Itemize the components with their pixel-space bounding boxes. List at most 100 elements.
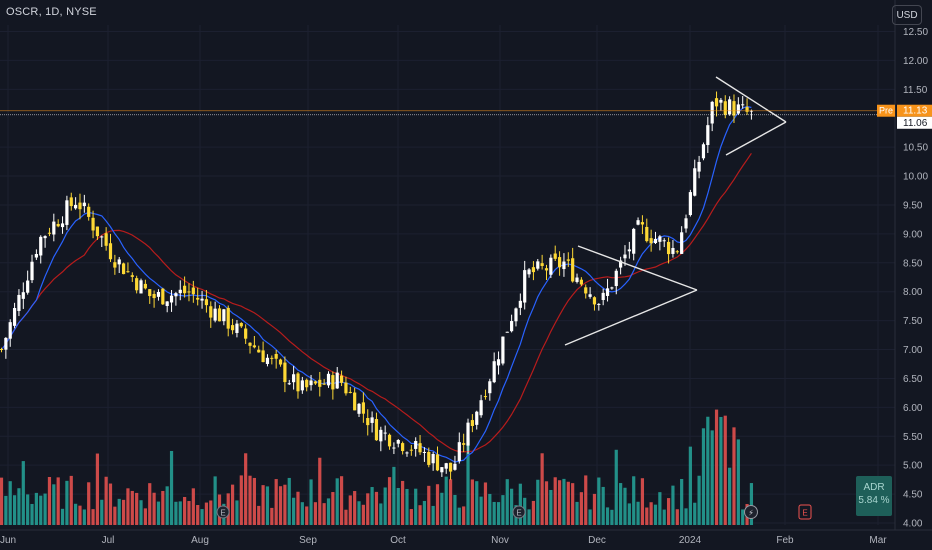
volume-bar xyxy=(12,495,17,525)
volume-bar xyxy=(640,478,645,525)
candle-body xyxy=(8,322,12,339)
candle-body xyxy=(488,381,492,394)
candle-body xyxy=(104,233,108,246)
candle-body xyxy=(453,463,457,470)
candle-body xyxy=(379,429,383,442)
candle-body xyxy=(60,223,65,228)
candle-body xyxy=(200,298,204,301)
candle-body xyxy=(191,287,195,295)
candle-body xyxy=(562,261,566,270)
volume-bar xyxy=(666,498,671,525)
time-axis-label: Dec xyxy=(588,535,606,546)
volume-bar xyxy=(553,477,557,525)
fast-ma-line xyxy=(1,105,752,463)
upcoming-earnings-label: E xyxy=(802,509,807,518)
candle-body xyxy=(91,217,95,231)
candle-body xyxy=(87,206,91,217)
candle-body xyxy=(466,422,470,446)
volume-bar xyxy=(623,487,627,525)
candle-body xyxy=(100,236,104,238)
candle-body xyxy=(444,463,448,469)
candle-body xyxy=(527,269,531,275)
volume-bar xyxy=(675,509,679,525)
candle-body xyxy=(300,380,304,391)
volume-bar xyxy=(374,491,379,525)
triangle-trendline xyxy=(564,289,698,346)
volume-bar xyxy=(178,501,182,525)
volume-bar xyxy=(728,467,732,525)
volume-bar xyxy=(39,495,43,525)
volume-bar xyxy=(466,437,470,525)
candle-body xyxy=(457,442,461,462)
candle-body xyxy=(12,308,17,326)
volume-bar xyxy=(309,479,313,525)
volume-bar xyxy=(462,506,466,525)
volume-bar xyxy=(183,496,187,525)
volume-bar xyxy=(505,479,509,525)
candle-body xyxy=(505,331,509,333)
volume-bar xyxy=(510,488,514,525)
volume-bar xyxy=(300,502,304,525)
price-axis-label: 6.00 xyxy=(903,403,923,414)
volume-bar xyxy=(156,501,161,525)
candle-body xyxy=(309,380,313,386)
candle-body xyxy=(108,243,113,260)
candle-body xyxy=(244,328,248,339)
price-axis-label: 6.50 xyxy=(903,374,923,385)
adr-value: 5.84 % xyxy=(858,495,890,506)
volume-bar xyxy=(265,486,270,525)
candle-body xyxy=(156,292,161,297)
ticker-label: OSCR, 1D, NYSE xyxy=(6,6,97,18)
time-axis-label: Sep xyxy=(299,535,317,546)
current-price-bg xyxy=(897,116,932,129)
premarket-price-label: 11.13 xyxy=(903,106,928,117)
earnings-marker-label: E xyxy=(516,509,521,518)
candle-body xyxy=(353,392,357,411)
volume-bar xyxy=(60,508,65,525)
candle-body xyxy=(21,292,25,299)
currency-button[interactable]: USD xyxy=(892,5,922,25)
volume-bar xyxy=(204,502,209,525)
volume-bar xyxy=(244,453,248,525)
candle-body xyxy=(662,240,666,242)
premarket-tag: Pre xyxy=(879,106,893,116)
candle-body xyxy=(4,337,8,350)
candle-body xyxy=(130,275,134,277)
volume-bar xyxy=(435,484,440,525)
candle-body xyxy=(161,288,165,305)
candle-body xyxy=(265,357,270,364)
price-axis-label: 7.50 xyxy=(903,316,923,327)
candle-body xyxy=(283,362,287,383)
volume-bar xyxy=(492,501,496,525)
candle-body xyxy=(514,308,518,322)
candle-body xyxy=(26,280,30,293)
volume-bar xyxy=(239,475,243,525)
volume-bar xyxy=(453,494,457,525)
candle-body xyxy=(169,295,174,303)
candle-body xyxy=(666,241,671,255)
candle-body xyxy=(610,287,614,289)
candle-body xyxy=(479,400,483,416)
candle-body xyxy=(658,236,662,242)
volume-bar xyxy=(213,476,217,525)
volume-bar xyxy=(113,506,117,525)
candle-body xyxy=(213,308,217,321)
volume-bar xyxy=(396,488,400,525)
price-axis-label: 9.00 xyxy=(903,229,923,240)
candle-body xyxy=(387,434,392,447)
candle-body xyxy=(579,279,583,285)
volume-bar xyxy=(693,502,697,525)
candle-body xyxy=(74,204,78,209)
volume-bar xyxy=(366,493,370,525)
candle-body xyxy=(431,453,435,464)
volume-bar xyxy=(248,475,252,525)
premarket-tag-bg xyxy=(877,104,895,117)
volume-bar xyxy=(488,493,492,525)
volume-bar xyxy=(536,479,540,525)
volume-bar xyxy=(357,501,361,525)
volume-bar xyxy=(601,486,605,525)
candle-body xyxy=(318,379,322,387)
volume-bar xyxy=(56,477,60,525)
candle-body xyxy=(56,223,60,227)
